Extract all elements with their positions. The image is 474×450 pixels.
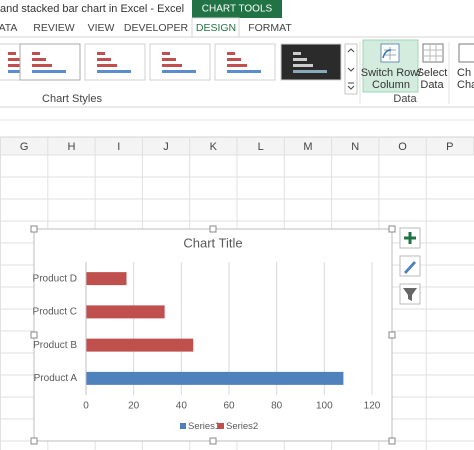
column-header: M bbox=[303, 141, 312, 153]
x-tick-label: 100 bbox=[316, 401, 333, 412]
thumb-bar bbox=[32, 64, 52, 67]
column-header: N bbox=[351, 141, 359, 153]
thumb-bar bbox=[162, 52, 170, 55]
legend-label: Series1 bbox=[188, 421, 220, 432]
change-chart-icon bbox=[458, 43, 474, 63]
x-tick-label: 20 bbox=[128, 401, 140, 412]
thumb-bar bbox=[162, 64, 182, 67]
column-header: G bbox=[20, 141, 29, 153]
brush-icon bbox=[404, 261, 416, 274]
thumb-bar bbox=[293, 58, 307, 61]
gallery-scroll[interactable] bbox=[344, 43, 358, 95]
thumb-bar bbox=[8, 64, 28, 67]
context-label: CHART TOOLS bbox=[202, 4, 273, 15]
thumb-bar bbox=[97, 64, 117, 67]
x-tick-label: 80 bbox=[271, 401, 283, 412]
bar bbox=[86, 371, 344, 385]
thumb-bar bbox=[293, 64, 313, 67]
column-header: I bbox=[117, 141, 120, 153]
chart-handles bbox=[30, 225, 396, 445]
ribbon-tab[interactable]: VIEW bbox=[88, 22, 115, 34]
thumb-bar bbox=[97, 70, 131, 73]
chart-style-thumb[interactable] bbox=[280, 43, 342, 81]
ribbon-tab[interactable]: REVIEW bbox=[33, 22, 75, 34]
y-tick-label: Product A bbox=[34, 373, 78, 384]
column-header: J bbox=[163, 141, 169, 153]
chart-style-thumb[interactable] bbox=[84, 43, 146, 81]
thumb-bar bbox=[227, 52, 235, 55]
thumb-bar bbox=[293, 52, 301, 55]
filter-icon bbox=[403, 288, 417, 301]
thumb-bar bbox=[293, 70, 327, 73]
x-tick-label: 0 bbox=[83, 401, 89, 412]
chart-side-buttons bbox=[399, 227, 421, 305]
column-header: K bbox=[210, 141, 218, 153]
group-label: Data bbox=[393, 93, 417, 105]
thumb-bar bbox=[227, 64, 247, 67]
legend-label: Series2 bbox=[226, 421, 258, 432]
column-header: L bbox=[258, 141, 264, 153]
y-tick-label: Product D bbox=[33, 273, 77, 284]
thumb-bar bbox=[8, 52, 16, 55]
chart-title: Chart Title bbox=[183, 235, 242, 250]
plus-icon bbox=[404, 232, 416, 244]
thumb-bar bbox=[97, 52, 105, 55]
formula-area bbox=[0, 108, 474, 137]
chart-area[interactable] bbox=[33, 228, 393, 442]
x-tick-label: 60 bbox=[223, 401, 235, 412]
button-label[interactable]: Ch bbox=[457, 67, 471, 79]
thumb-bar bbox=[32, 58, 46, 61]
legend-swatch bbox=[180, 423, 186, 429]
window-title: and stacked bar chart in Excel - Excel bbox=[0, 3, 184, 15]
bar bbox=[86, 272, 127, 286]
switch-icon bbox=[380, 43, 400, 63]
thumb-bar bbox=[32, 70, 66, 73]
button-label[interactable]: Switch Row/ bbox=[361, 67, 422, 79]
button-label[interactable]: Column bbox=[372, 79, 410, 91]
ribbon-tab[interactable]: DESIGN bbox=[196, 22, 236, 34]
thumb-bar bbox=[8, 58, 22, 61]
ribbon-tab[interactable]: FORMAT bbox=[248, 22, 292, 34]
button-label[interactable]: Data bbox=[420, 79, 444, 91]
chart-style-thumb[interactable] bbox=[214, 43, 276, 81]
y-tick-label: Product B bbox=[33, 340, 77, 351]
column-header: O bbox=[398, 141, 407, 153]
thumb-bar bbox=[227, 70, 261, 73]
select-data-icon bbox=[422, 43, 444, 63]
column-header: P bbox=[446, 141, 453, 153]
ribbon-tab[interactable]: ATA bbox=[0, 22, 17, 34]
thumb-bar bbox=[32, 52, 40, 55]
context-tab-header bbox=[192, 0, 282, 18]
x-tick-label: 40 bbox=[176, 401, 188, 412]
y-tick-label: Product C bbox=[33, 307, 77, 318]
gallery-arrows bbox=[347, 48, 355, 90]
thumb-bar bbox=[227, 58, 241, 61]
ribbon-tab[interactable]: DEVELOPER bbox=[124, 22, 189, 34]
plot: 0 20 40 60 80 100 120 Product A Product B Product… bbox=[33, 262, 381, 432]
chart-style-thumb[interactable] bbox=[19, 43, 81, 81]
legend-swatch bbox=[218, 423, 224, 429]
bar bbox=[86, 305, 165, 319]
group-label: Chart Styles bbox=[42, 93, 102, 105]
x-tick-label: 120 bbox=[364, 401, 381, 412]
thumb-bar bbox=[97, 58, 111, 61]
column-header: H bbox=[67, 141, 75, 153]
thumb-bar bbox=[162, 58, 176, 61]
bar bbox=[86, 338, 194, 352]
chart-styles-gallery[interactable] bbox=[0, 43, 342, 81]
tab-row: ATA REVIEW VIEW DEVELOPER DESIGN FORMAT bbox=[0, 17, 292, 39]
button-label[interactable]: Cha bbox=[457, 79, 474, 91]
chart-style-thumb[interactable] bbox=[149, 43, 211, 81]
button-label[interactable]: Select bbox=[417, 67, 448, 79]
thumb-bar bbox=[162, 70, 196, 73]
